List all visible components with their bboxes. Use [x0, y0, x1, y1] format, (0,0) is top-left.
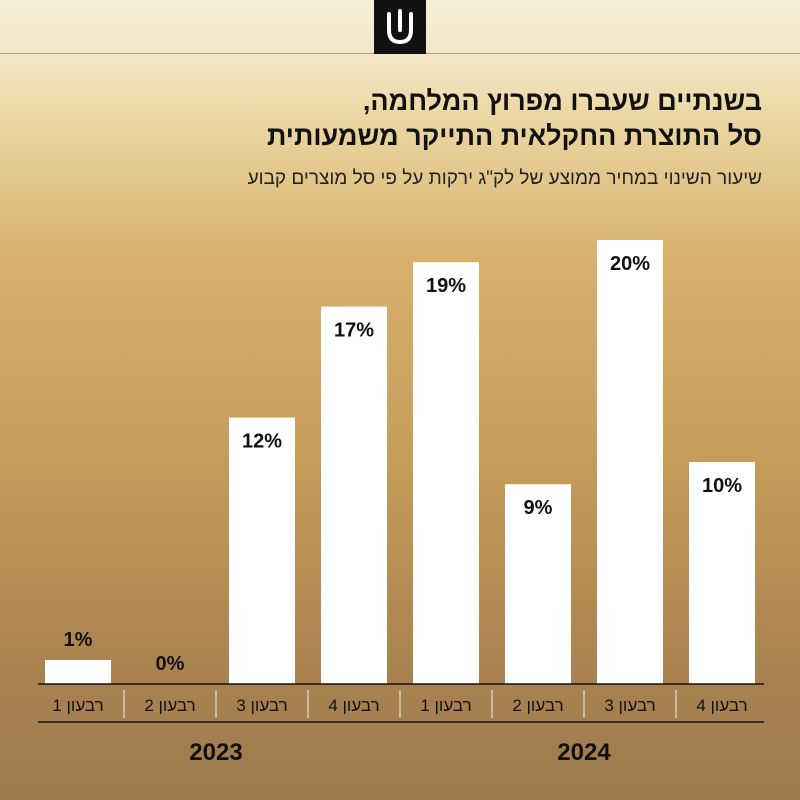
- bar: [413, 262, 479, 684]
- data-label: 17%: [334, 320, 374, 342]
- x-tick-label: רבעון 4: [328, 696, 379, 715]
- x-tick-label: רבעון 4: [696, 696, 747, 715]
- data-label: 9%: [524, 497, 553, 519]
- year-group-label: 2024: [557, 739, 611, 766]
- bar: [597, 240, 663, 684]
- bar: [229, 417, 295, 684]
- x-tick-label: רבעון 3: [236, 696, 287, 715]
- data-label: 0%: [156, 653, 185, 675]
- chart-title-line-2: סל התוצרת החקלאית התייקר משמעותית: [266, 121, 762, 151]
- x-tick-label: רבעון 2: [144, 696, 195, 715]
- data-label: 19%: [426, 275, 466, 297]
- x-tick-label: רבעון 3: [604, 696, 655, 715]
- bar: [321, 306, 387, 684]
- chart-subtitle: שיעור השינוי במחיר ממוצע של לק"ג ירקות ע…: [247, 168, 762, 189]
- year-group-label: 2023: [189, 739, 242, 766]
- x-tick-label: רבעון 2: [512, 696, 563, 715]
- shin-logo-icon: [374, 0, 426, 54]
- bar: [45, 660, 111, 684]
- data-label: 20%: [610, 253, 650, 275]
- chart-title-line-1: בשנתיים שעברו מפרוץ המלחמה,: [362, 86, 762, 116]
- x-tick-label: רבעון 1: [52, 696, 103, 715]
- bar: [505, 484, 571, 684]
- data-label: 1%: [64, 629, 93, 651]
- data-label: 10%: [702, 475, 742, 497]
- x-tick-label: רבעון 1: [420, 696, 471, 715]
- bar: [689, 462, 755, 684]
- chart-title: בשנתיים שעברו מפרוץ המלחמה, סל התוצרת הח…: [62, 84, 762, 154]
- data-label: 12%: [242, 431, 282, 453]
